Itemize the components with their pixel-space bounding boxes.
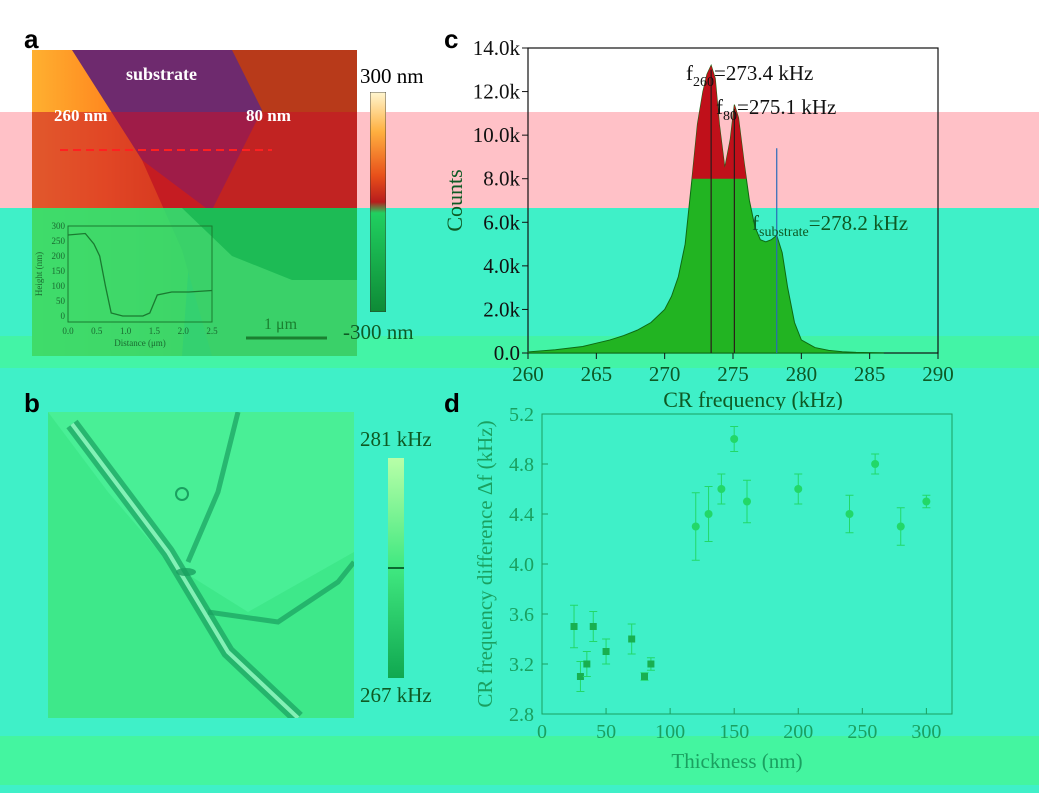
data-point-circle [922, 497, 931, 506]
panel-c-histogram: 260 265 270 275 280 285 290 0.0 2.0k 4.0k 6.0k 8.0k… [442, 40, 954, 410]
histogram-ytick-label: 10.0k [473, 123, 521, 147]
data-point-circle [871, 460, 880, 468]
data-point-square [576, 673, 584, 680]
data-point-circle [691, 522, 700, 531]
histogram-xtick-label: 260 [512, 362, 544, 386]
histogram-xtick-label: 290 [922, 362, 954, 386]
inset-ytick-label: 300 [52, 222, 66, 231]
data-point-circle [794, 485, 803, 493]
data-point-square [589, 623, 597, 630]
data-point-square [602, 648, 610, 655]
data-point-circle [704, 510, 713, 518]
scatter-ytick-label: 2.8 [509, 704, 534, 726]
inset-xtick-label: 0.5 [91, 326, 103, 336]
inset-ytick-label: 100 [52, 281, 66, 291]
data-point-circle [845, 510, 854, 518]
histogram-xtick-label: 265 [581, 362, 613, 386]
scatter-ytick-label: 4.4 [509, 504, 534, 526]
inset-ytick-label: 150 [52, 266, 66, 276]
data-point-circle [743, 497, 751, 506]
panel-a-height-map [32, 50, 357, 356]
colorbar-b-min: 267 kHz [360, 683, 432, 707]
histogram-area-top [692, 65, 747, 179]
panel-letter-b: b [24, 388, 40, 418]
histogram-xtick-label: 285 [854, 362, 886, 386]
scatter-ytick-label: 5.2 [509, 404, 534, 426]
peak-annotation: f260=273.4 kHz [686, 61, 813, 90]
inset-ytick-label: 250 [52, 236, 66, 246]
scatter-xtick-label: 200 [783, 721, 813, 743]
data-point-circle [730, 435, 739, 443]
green-band-bottom [0, 736, 1039, 785]
inset-ylabel: Height (nm) [34, 252, 44, 296]
peak-annotation: f80=275.1 kHz [716, 95, 836, 124]
inset-xlabel: Distance (μm) [114, 338, 166, 348]
panel-b-frequency-map [48, 412, 354, 718]
histogram-ytick-label: 8.0k [483, 167, 520, 191]
colorbar-b-max: 281 kHz [360, 427, 432, 451]
histogram-ytick-label: 12.0k [473, 80, 521, 104]
inset-xtick-label: 1.0 [120, 326, 132, 336]
data-point-square [583, 660, 591, 668]
histogram-ylabel: Counts [442, 169, 467, 231]
scatter-xtick-label: 300 [911, 721, 941, 743]
scale-bar-label: 1 μm [264, 316, 298, 333]
scatter-ytick-label: 4.0 [509, 554, 534, 576]
histogram-ytick-label: 6.0k [483, 210, 520, 234]
inset-frame [67, 225, 213, 323]
data-point-square [647, 660, 655, 668]
panel-letter-c: c [444, 24, 459, 54]
data-point-circle [717, 485, 726, 493]
data-point-square [641, 673, 648, 680]
histogram-ytick-label: 2.0k [483, 297, 520, 321]
peak-annotation: fsubstrate=278.2 kHz [752, 211, 908, 240]
scatter-ylabel: CR frequency difference Δf (kHz) [473, 420, 497, 707]
inset-profile-plot: 300 250 200 150 100 50 0 0.0 0.5 1.0 1.5 2.0 2.5 Dist… [34, 222, 218, 348]
inset-xtick-label: 0.0 [62, 326, 74, 336]
scatter-xtick-label: 50 [596, 721, 616, 743]
white-top-right [940, 0, 1039, 112]
colorbar-a-min: -300 nm [343, 320, 414, 344]
scatter-xlabel: Thickness (nm) [671, 749, 802, 773]
histogram-ytick-label: 4.0k [483, 254, 520, 278]
label-260nm: 260 nm [54, 106, 108, 125]
colorbar-a-max: 300 nm [360, 64, 424, 88]
colorbar-a [370, 92, 386, 312]
histogram-ytick-label: 0.0 [494, 341, 520, 365]
scatter-xtick-label: 150 [719, 721, 749, 743]
histogram-xtick-label: 280 [786, 362, 818, 386]
data-point-square [628, 635, 636, 643]
inset-xtick-label: 2.0 [178, 326, 190, 336]
histogram-ytick-label: 14.0k [473, 40, 521, 60]
scatter-xtick-label: 100 [655, 721, 685, 743]
data-point-circle [896, 522, 905, 531]
panel-d-scatter: 0 50 100 150 200 250 300 2.8 3.2 3.6 4.0 4.4 4.8 5.2 T… [473, 404, 953, 773]
inset-profile-line [67, 232, 213, 317]
inset-xtick-label: 2.5 [206, 326, 218, 336]
substrate-label: substrate [126, 64, 197, 84]
scatter-ytick-label: 3.2 [509, 654, 534, 676]
scatter-xtick-label: 0 [537, 721, 547, 743]
panel-letter-a: a [24, 24, 39, 54]
data-point-square [570, 623, 578, 630]
scatter-frame [541, 413, 953, 715]
panel-letter-d: d [444, 388, 460, 418]
inset-ytick-label: 200 [52, 251, 66, 261]
colorbar-b [388, 458, 404, 678]
label-80nm: 80 nm [246, 106, 291, 125]
scatter-xtick-label: 250 [847, 721, 877, 743]
inset-xtick-label: 1.5 [149, 326, 161, 336]
inset-ytick-label: 0 [61, 311, 66, 321]
histogram-xlabel: CR frequency (kHz) [663, 387, 843, 410]
inset-ytick-label: 50 [56, 296, 66, 306]
histogram-xtick-label: 270 [649, 362, 681, 386]
histogram-xtick-label: 275 [717, 362, 749, 386]
scatter-ytick-label: 4.8 [509, 454, 534, 476]
scatter-ytick-label: 3.6 [509, 604, 534, 626]
